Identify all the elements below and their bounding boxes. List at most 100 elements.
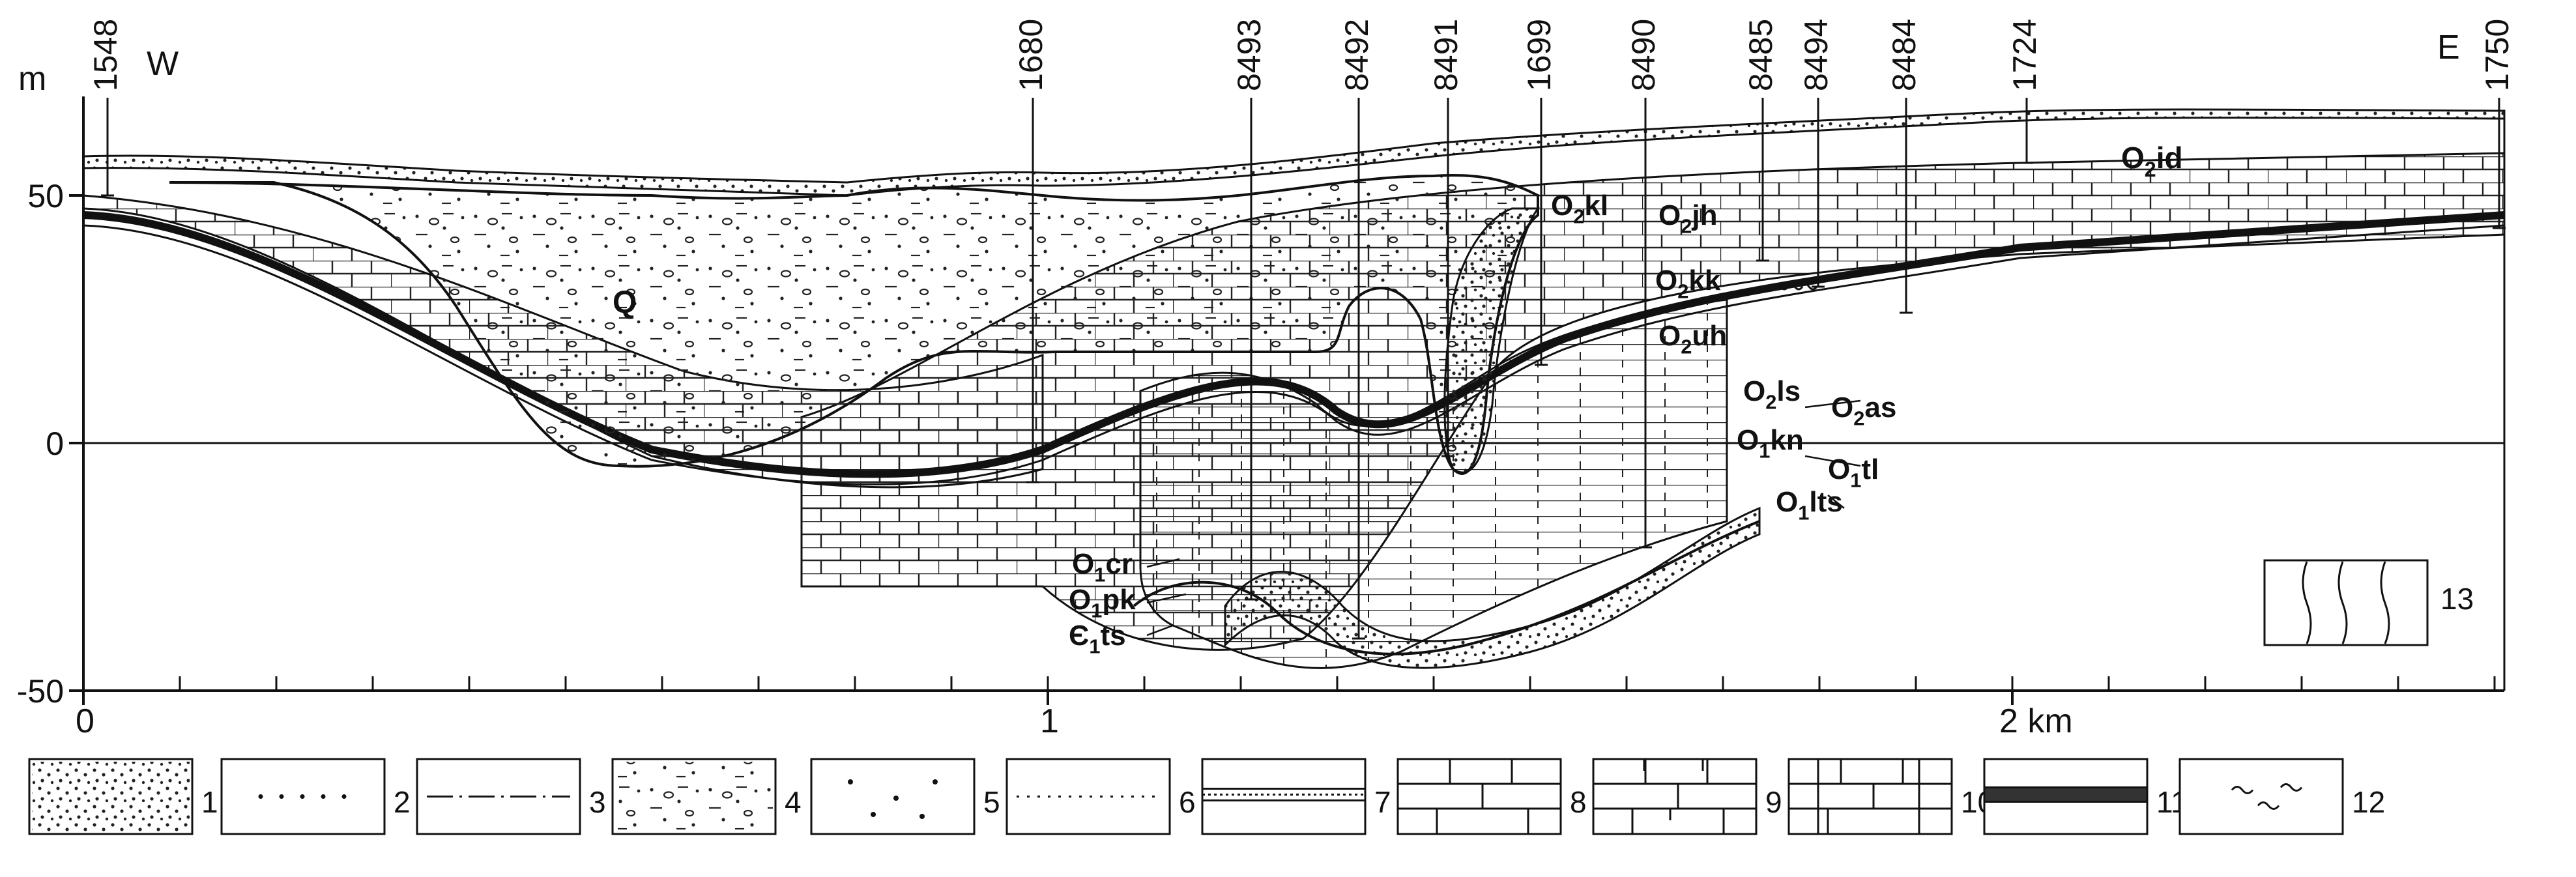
surface-sand-cover <box>82 108 2506 197</box>
label-leader <box>1804 399 1861 409</box>
direction-east: E <box>2437 29 2460 66</box>
well-label-8490: 8490 <box>1625 19 1662 91</box>
legend-dot <box>341 794 347 799</box>
well-label-1724: 1724 <box>2006 19 2043 91</box>
unit-label-O2id: O2id <box>2121 141 2183 181</box>
unit-label-O1kn: O1kn <box>1737 424 1804 462</box>
legend-item-7 <box>1201 758 1367 835</box>
unit-label-O1lts: O1lts <box>1776 486 1843 524</box>
legend-dot <box>279 794 284 799</box>
legend-box-7 <box>1201 758 1367 835</box>
y-tick-label: 50 <box>27 178 64 214</box>
legend-label-2: 2 <box>394 785 411 819</box>
well-label-8492: 8492 <box>1339 19 1375 91</box>
x-tick-label: 1 <box>1040 702 1059 740</box>
unit-label-Q: Q <box>613 285 637 320</box>
legend-tilde <box>2279 783 2303 792</box>
well-label-1750: 1750 <box>2479 19 2515 91</box>
karst-zone <box>1771 283 1818 291</box>
legend-box-6 <box>1006 758 1171 835</box>
legend-box-10 <box>1787 758 1953 835</box>
legend-dot <box>893 796 899 801</box>
legend-box-12 <box>2178 758 2344 835</box>
legend-dot <box>258 794 263 799</box>
unit-label-O2kl: O2kl <box>1551 190 1608 227</box>
well-label-8484: 8484 <box>1886 19 1922 91</box>
unit-label-E1ts: Є1ts <box>1069 620 1126 657</box>
legend-dot <box>871 812 876 817</box>
well-label-8485: 8485 <box>1743 19 1779 91</box>
marker-base-line <box>83 224 2505 485</box>
dark-marker-bed <box>83 211 2505 478</box>
karst-tilde <box>1800 283 1818 291</box>
legend-label-7: 7 <box>1374 785 1391 819</box>
legend-dot <box>933 779 938 784</box>
x-tick-label: 2 km <box>1999 702 2073 740</box>
legend-item-9 <box>1592 758 1758 835</box>
legend-item-5 <box>810 758 976 835</box>
legend-label-1: 1 <box>201 785 218 819</box>
syncline-core-fill <box>1443 207 1540 474</box>
legend-tilde <box>2257 801 2280 810</box>
legend-item-1 <box>28 758 194 835</box>
legend-label-8: 8 <box>1570 785 1587 819</box>
label-leader <box>1804 455 1861 467</box>
legend-dark-bed <box>1983 786 2149 803</box>
unit-label-O1tl: O1tl <box>1828 453 1879 491</box>
legend-label-5: 5 <box>983 785 1000 819</box>
legend-wavy-line <box>2380 561 2390 644</box>
legend-box-8 <box>1397 758 1562 835</box>
legend-item-10 <box>1787 758 1953 835</box>
legend-fill-dots <box>32 762 190 831</box>
y-tick-label: 0 <box>46 425 64 462</box>
well-label-8491: 8491 <box>1428 19 1464 91</box>
legend-wavy-line <box>2337 561 2348 644</box>
legend-label-9: 9 <box>1765 785 1782 819</box>
well-label-1548: 1548 <box>87 19 124 91</box>
legend-item-12 <box>2178 758 2344 835</box>
well-label-1680: 1680 <box>1013 19 1049 91</box>
label-leader <box>1146 558 1180 568</box>
legend-dot <box>300 794 305 799</box>
legend-label-3: 3 <box>589 785 606 819</box>
basal-contact-line <box>1133 520 1760 655</box>
unit-label-O2kk: O2kk <box>1655 265 1721 302</box>
unit-label-O2ls: O2ls <box>1743 375 1801 413</box>
unit-label-O1cr: O1cr <box>1072 548 1133 586</box>
unit-label-O1pk: O1pk <box>1069 584 1136 622</box>
legend-box-13 <box>2263 559 2429 646</box>
y-axis-unit: m <box>18 60 46 98</box>
legend-item-4 <box>611 758 777 835</box>
legend-item-3 <box>416 758 581 835</box>
legend-label-6: 6 <box>1179 785 1196 819</box>
legend-item-2 <box>220 758 386 835</box>
unit-label-O2jh: O2jh <box>1658 199 1717 237</box>
unit-label-O2uh: O2uh <box>1658 320 1727 358</box>
legend-fill-q <box>615 762 773 831</box>
legend-label-13: 13 <box>2440 582 2474 616</box>
unit-label-O2as: O2as <box>1831 392 1896 429</box>
karst-tilde <box>1771 283 1789 291</box>
legend-dot <box>321 794 326 799</box>
legend-item-11 <box>1983 758 2149 835</box>
y-tick-label: -50 <box>17 673 64 710</box>
well-label-8494: 8494 <box>1798 19 1834 91</box>
label-leader <box>1827 495 1845 509</box>
legend-item-8 <box>1397 758 1562 835</box>
x-tick-label: 0 <box>76 702 94 740</box>
label-leader <box>1146 593 1187 604</box>
legend-wavy-line <box>2302 561 2312 644</box>
legend-tilde <box>2231 786 2254 794</box>
legend-label-4: 4 <box>785 785 802 819</box>
label-leader <box>1146 624 1174 637</box>
direction-west: W <box>147 45 179 83</box>
legend-dot <box>848 779 853 784</box>
legend-box-5 <box>810 758 976 835</box>
well-label-8493: 8493 <box>1231 19 1267 91</box>
legend-box-9 <box>1592 758 1758 835</box>
legend-item-6 <box>1006 758 1171 835</box>
legend-label-12: 12 <box>2352 785 2385 819</box>
well-label-1699: 1699 <box>1521 19 1557 91</box>
karst-tilde <box>1786 283 1804 291</box>
